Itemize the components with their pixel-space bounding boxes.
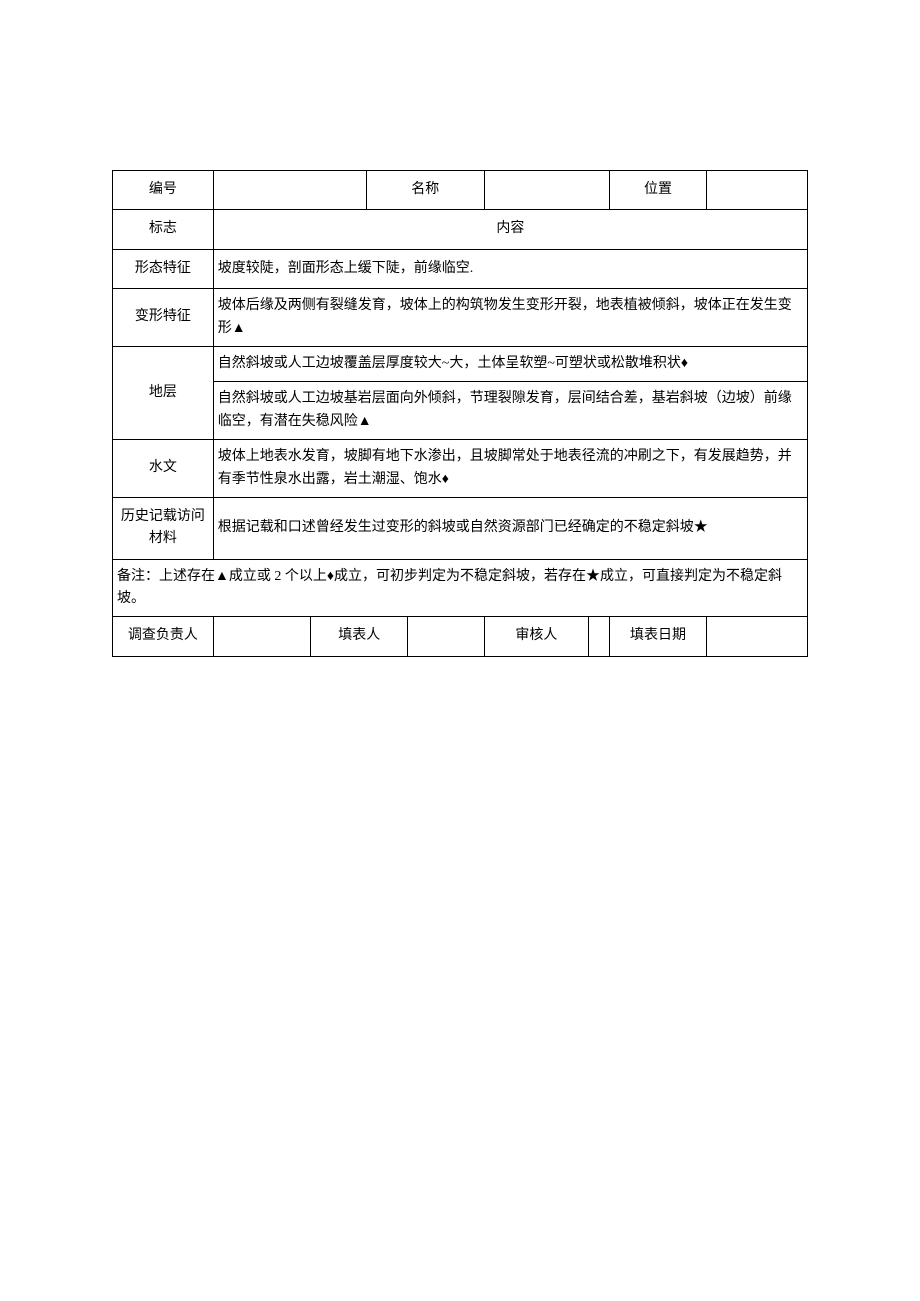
label-stratum: 地层 (113, 346, 214, 439)
label-morphology: 形态特征 (113, 249, 214, 288)
label-deformation: 变形特征 (113, 289, 214, 347)
sign-content-row: 标志 内容 (113, 210, 808, 249)
content-hydrology: 坡体上地表水发育，坡脚有地下水渗出，且坡脚常处于地表径流的冲刷之下，有发展趋势，… (213, 440, 807, 498)
value-filler (408, 617, 484, 656)
label-position: 位置 (609, 171, 706, 210)
value-reviewer (589, 617, 610, 656)
label-sign: 标志 (113, 210, 214, 249)
signature-row: 调查负责人 填表人 审核人 填表日期 (113, 617, 808, 656)
header-row: 编号 名称 位置 (113, 171, 808, 210)
value-position (707, 171, 808, 210)
value-number (213, 171, 366, 210)
morphology-row: 形态特征 坡度较陡，剖面形态上缓下陡，前缘临空. (113, 249, 808, 288)
content-stratum-2: 自然斜坡或人工边坡基岩层面向外倾斜，节理裂隙发育，层间结合差，基岩斜坡（边坡）前… (213, 382, 807, 440)
content-stratum-1: 自然斜坡或人工边坡覆盖层厚度较大~大，土体呈软塑~可塑状或松散堆积状♦ (213, 346, 807, 381)
value-date (707, 617, 808, 656)
content-deformation: 坡体后缘及两侧有裂缝发育，坡体上的构筑物发生变形开裂，地表植被倾斜，坡体正在发生… (213, 289, 807, 347)
note-row: 备注：上述存在▲成立或 2 个以上♦成立，可初步判定为不稳定斜坡，若存在★成立，… (113, 559, 808, 617)
label-investigator: 调查负责人 (113, 617, 214, 656)
hydrology-row: 水文 坡体上地表水发育，坡脚有地下水渗出，且坡脚常处于地表径流的冲刷之下，有发展… (113, 440, 808, 498)
label-number: 编号 (113, 171, 214, 210)
note-text: 备注：上述存在▲成立或 2 个以上♦成立，可初步判定为不稳定斜坡，若存在★成立，… (113, 559, 808, 617)
content-history: 根据记载和口述曾经发生过变形的斜坡或自然资源部门已经确定的不稳定斜坡★ (213, 497, 807, 559)
deformation-row: 变形特征 坡体后缘及两侧有裂缝发育，坡体上的构筑物发生变形开裂，地表植被倾斜，坡… (113, 289, 808, 347)
label-history: 历史记载访问材料 (113, 497, 214, 559)
value-investigator (213, 617, 310, 656)
label-reviewer: 审核人 (484, 617, 588, 656)
history-row: 历史记载访问材料 根据记载和口述曾经发生过变形的斜坡或自然资源部门已经确定的不稳… (113, 497, 808, 559)
stratum-row-2: 自然斜坡或人工边坡基岩层面向外倾斜，节理裂隙发育，层间结合差，基岩斜坡（边坡）前… (113, 382, 808, 440)
value-name (484, 171, 609, 210)
label-filler: 填表人 (311, 617, 408, 656)
label-name: 名称 (366, 171, 484, 210)
label-hydrology: 水文 (113, 440, 214, 498)
content-morphology: 坡度较陡，剖面形态上缓下陡，前缘临空. (213, 249, 807, 288)
stratum-row-1: 地层 自然斜坡或人工边坡覆盖层厚度较大~大，土体呈软塑~可塑状或松散堆积状♦ (113, 346, 808, 381)
label-content: 内容 (213, 210, 807, 249)
label-date: 填表日期 (609, 617, 706, 656)
survey-form-table: 编号 名称 位置 标志 内容 形态特征 坡度较陡，剖面形态上缓下陡，前缘临空. … (112, 170, 808, 657)
